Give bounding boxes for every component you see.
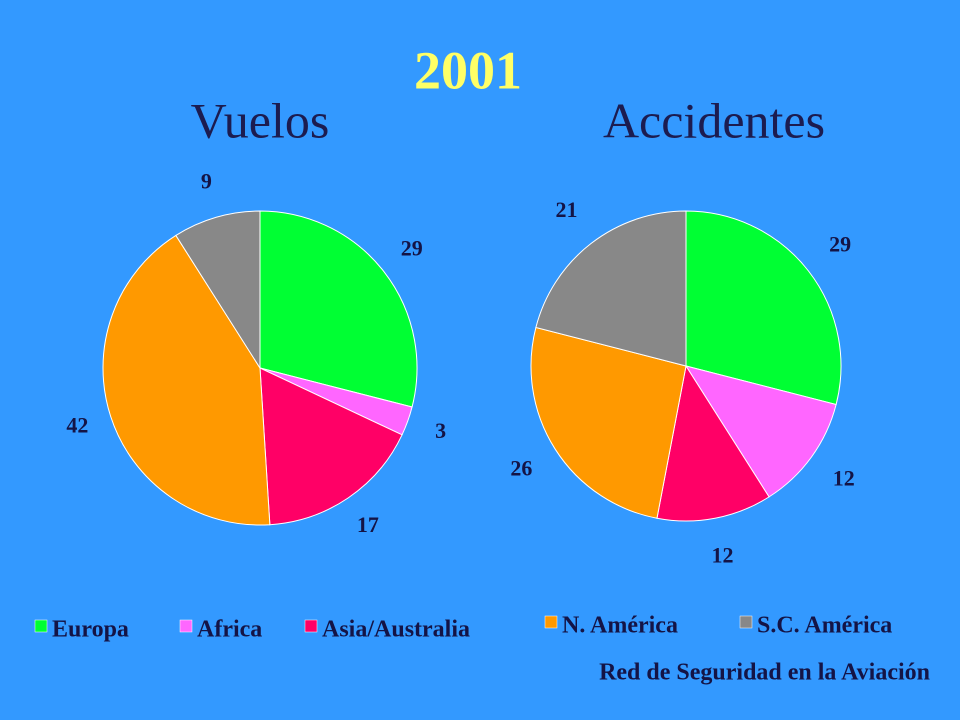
data-label: 12 bbox=[833, 466, 855, 491]
legend-label: Africa bbox=[197, 617, 262, 643]
data-label: 12 bbox=[712, 543, 734, 568]
data-label: 17 bbox=[357, 512, 379, 537]
legend-swatch bbox=[739, 615, 753, 629]
data-label: 9 bbox=[201, 169, 212, 194]
pie-slice bbox=[685, 210, 842, 406]
pie-slice bbox=[102, 234, 271, 526]
data-label: 21 bbox=[555, 197, 577, 222]
data-label: 3 bbox=[435, 418, 446, 443]
legend-label: N. América bbox=[562, 613, 678, 639]
data-label: 29 bbox=[829, 232, 851, 257]
pie-slice bbox=[259, 367, 403, 526]
pie-slice bbox=[530, 326, 687, 519]
pie-slice bbox=[175, 210, 261, 370]
pie-slice bbox=[259, 210, 418, 408]
pie-slice bbox=[656, 364, 770, 522]
pie-title: Accidentes bbox=[603, 92, 825, 148]
data-label: 29 bbox=[401, 235, 423, 260]
legend-label: S.C. América bbox=[757, 613, 892, 639]
data-label: 26 bbox=[510, 456, 532, 481]
pie-title: Vuelos bbox=[191, 92, 330, 148]
pie-slice bbox=[535, 210, 687, 367]
source: Red de Seguridad en la Aviación bbox=[599, 660, 930, 686]
data-label: 42 bbox=[66, 412, 88, 437]
legend-swatch bbox=[34, 619, 48, 633]
legend-label: Asia/Australia bbox=[322, 617, 470, 643]
pie-slice bbox=[684, 365, 837, 498]
legend-label: Europa bbox=[52, 617, 129, 643]
legend-swatch bbox=[304, 619, 318, 633]
main-title: 2001 bbox=[414, 40, 522, 100]
legend-swatch bbox=[179, 619, 193, 633]
legend-swatch bbox=[544, 615, 558, 629]
